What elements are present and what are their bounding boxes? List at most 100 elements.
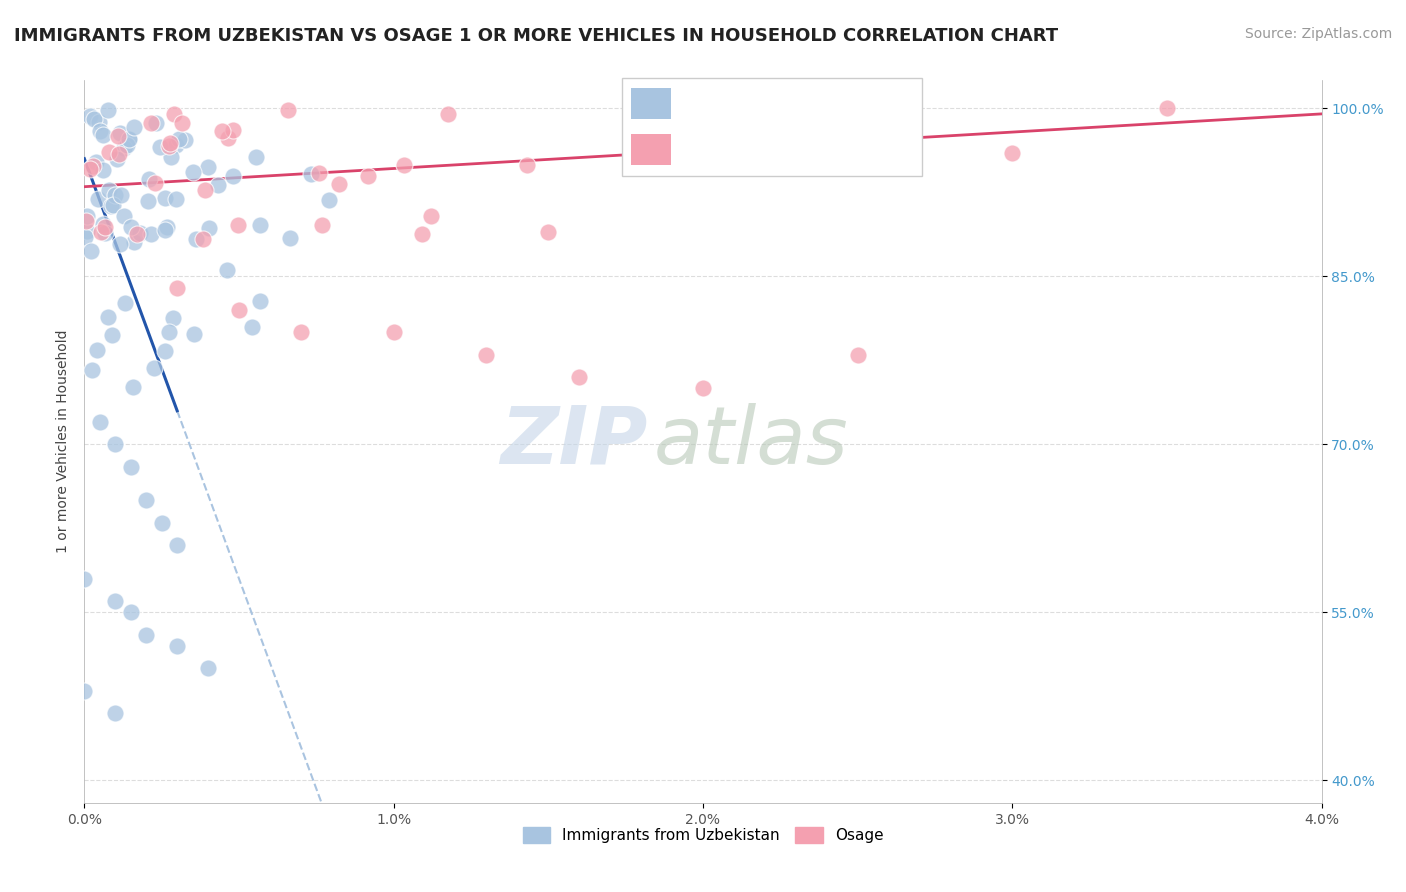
- Point: [165, 192, 187, 206]
- Point: [278, 231, 301, 245]
- Point: [107, 128, 129, 143]
- Text: 0.197: 0.197: [721, 142, 773, 157]
- Point: [311, 218, 333, 232]
- Point: [150, 516, 173, 530]
- Point: [155, 344, 177, 359]
- Point: [86, 343, 108, 357]
- Point: [228, 302, 250, 317]
- Point: [249, 294, 271, 309]
- Point: [165, 137, 187, 152]
- Point: [245, 150, 267, 164]
- Point: [197, 661, 219, 675]
- Point: [101, 327, 124, 342]
- Y-axis label: 1 or more Vehicles in Household: 1 or more Vehicles in Household: [56, 330, 70, 553]
- Point: [143, 176, 166, 190]
- Point: [120, 459, 142, 474]
- Point: [122, 380, 145, 394]
- Point: [76, 210, 98, 224]
- Point: [128, 226, 150, 240]
- Point: [135, 493, 157, 508]
- Point: [173, 133, 195, 147]
- Point: [249, 218, 271, 232]
- Point: [166, 280, 188, 294]
- Point: [194, 183, 217, 197]
- Point: [93, 226, 115, 240]
- Point: [392, 158, 415, 172]
- Text: atlas: atlas: [654, 402, 848, 481]
- Point: [183, 326, 205, 341]
- Point: [162, 311, 184, 326]
- Point: [79, 110, 101, 124]
- Text: Source: ZipAtlas.com: Source: ZipAtlas.com: [1244, 27, 1392, 41]
- Text: R =: R =: [681, 96, 714, 111]
- Bar: [631, 88, 671, 119]
- Point: [122, 235, 145, 249]
- Text: IMMIGRANTS FROM UZBEKISTAN VS OSAGE 1 OR MORE VEHICLES IN HOUSEHOLD CORRELATION : IMMIGRANTS FROM UZBEKISTAN VS OSAGE 1 OR…: [14, 27, 1059, 45]
- Point: [91, 217, 114, 231]
- Point: [318, 194, 340, 208]
- Point: [84, 155, 107, 169]
- Point: [73, 572, 96, 586]
- Point: [80, 363, 103, 377]
- Point: [299, 167, 322, 181]
- Point: [170, 116, 193, 130]
- Point: [1156, 101, 1178, 115]
- Point: [153, 191, 176, 205]
- Point: [91, 162, 114, 177]
- Point: [104, 594, 127, 608]
- Text: -0.154: -0.154: [721, 96, 775, 111]
- Point: [222, 169, 245, 184]
- Point: [100, 199, 122, 213]
- Point: [118, 132, 141, 146]
- Point: [145, 116, 167, 130]
- Point: [516, 158, 538, 172]
- Point: [79, 162, 101, 177]
- Point: [692, 381, 714, 395]
- Point: [226, 218, 249, 232]
- Point: [217, 131, 239, 145]
- Point: [419, 209, 441, 223]
- Point: [207, 178, 229, 193]
- Point: [143, 361, 166, 376]
- Point: [118, 132, 141, 146]
- Point: [198, 221, 221, 235]
- Point: [97, 310, 120, 324]
- Point: [186, 232, 208, 246]
- Text: ZIP: ZIP: [501, 402, 647, 481]
- Point: [157, 139, 180, 153]
- Point: [108, 147, 131, 161]
- Point: [135, 628, 157, 642]
- Point: [97, 145, 120, 159]
- Point: [108, 126, 131, 140]
- Point: [122, 120, 145, 134]
- Point: [105, 152, 128, 166]
- Point: [166, 538, 188, 552]
- Point: [112, 141, 135, 155]
- Point: [157, 325, 180, 339]
- Point: [169, 132, 191, 146]
- Point: [475, 348, 498, 362]
- Point: [159, 136, 181, 150]
- Point: [193, 232, 215, 246]
- Point: [308, 166, 330, 180]
- Point: [153, 223, 176, 237]
- Point: [277, 103, 299, 118]
- Point: [108, 236, 131, 251]
- Point: [75, 229, 97, 244]
- Point: [73, 683, 96, 698]
- Point: [240, 320, 263, 334]
- Point: [93, 219, 115, 234]
- Point: [98, 184, 121, 198]
- Point: [1001, 146, 1024, 161]
- Point: [211, 124, 233, 138]
- Point: [101, 198, 124, 212]
- Point: [87, 115, 110, 129]
- Point: [120, 606, 142, 620]
- Text: R =: R =: [681, 142, 714, 157]
- Point: [846, 348, 869, 362]
- Point: [141, 227, 163, 242]
- Point: [139, 116, 162, 130]
- Point: [89, 124, 111, 138]
- Point: [76, 224, 98, 238]
- Point: [110, 187, 132, 202]
